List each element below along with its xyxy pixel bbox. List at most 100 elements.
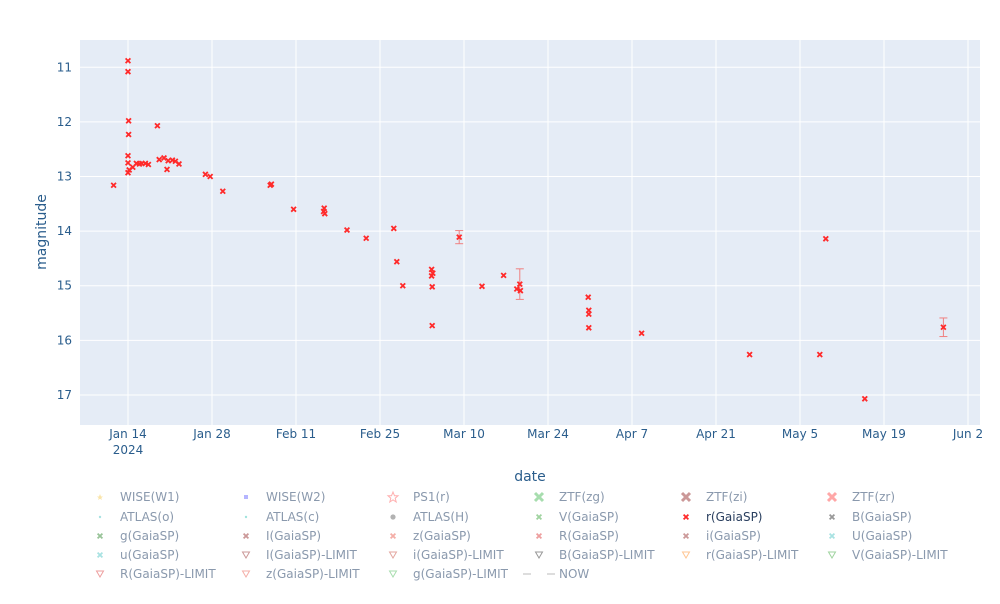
point-marker [861, 395, 868, 402]
legend-label: ATLAS(o) [120, 510, 174, 524]
legend-symbol-icon [681, 551, 691, 559]
point-marker [585, 294, 592, 301]
x-mark-icon [682, 532, 690, 540]
legend-label: r(GaiaSP)-LIMIT [706, 548, 799, 562]
legend-symbol-icon [386, 490, 400, 504]
legend-symbol-icon [388, 551, 398, 559]
legend-item: z(GaiaSP) [389, 529, 471, 543]
data-point [822, 235, 829, 242]
triangle-down-icon [827, 551, 837, 559]
y-tick-label: 14 [57, 224, 72, 238]
x-tick-label: May 19 [862, 427, 906, 441]
legend-item: ATLAS(o) [98, 510, 174, 524]
data-point [517, 287, 524, 294]
data-point [638, 330, 645, 337]
legend-item: z(GaiaSP)-LIMIT [241, 567, 360, 581]
legend-item: ZTF(zi) [680, 490, 747, 504]
legend-label: I(GaiaSP)-LIMIT [266, 548, 358, 562]
point-marker [110, 182, 117, 189]
legend-symbol-icon [244, 495, 248, 499]
point-marker [202, 171, 209, 178]
star-outline-icon [386, 490, 400, 504]
point-marker [207, 173, 214, 180]
point-marker [429, 283, 436, 290]
data-point [124, 152, 132, 159]
data-point [513, 285, 520, 293]
data-point [428, 266, 435, 273]
point-marker [154, 122, 161, 129]
data-point [156, 156, 163, 163]
point-marker [746, 351, 753, 358]
data-point [154, 122, 161, 129]
data-point [268, 181, 275, 188]
data-point [861, 395, 868, 402]
point-marker [940, 324, 947, 331]
x-tick-year-label: 2024 [113, 443, 144, 457]
x-thick-icon [680, 491, 692, 503]
x-tick-label: Jan 28 [192, 427, 231, 441]
point-marker [145, 161, 152, 168]
legend-symbol-icon [828, 513, 836, 521]
data-point [124, 57, 132, 64]
legend-item: B(GaiaSP) [828, 510, 912, 524]
legend-item: NOW [523, 567, 589, 581]
legend-label: WISE(W1) [120, 490, 179, 504]
legend-item: WISE(W2) [244, 490, 325, 504]
legend-symbol-icon [535, 532, 543, 540]
point-marker [517, 287, 524, 294]
point-marker [585, 311, 592, 318]
data-point [124, 169, 132, 176]
legend-label: R(GaiaSP)-LIMIT [120, 567, 216, 581]
legend-item: R(GaiaSP) [535, 529, 619, 543]
point-marker [124, 152, 132, 159]
legend-item: B(GaiaSP)-LIMIT [534, 548, 655, 562]
grid-lines [80, 40, 980, 425]
data-point [175, 160, 183, 168]
x-tick-label: May 5 [782, 427, 818, 441]
plot-background [80, 40, 980, 425]
legend-item: g(GaiaSP) [96, 529, 179, 543]
point-marker [585, 324, 592, 331]
legend-label: u(GaiaSP) [120, 548, 179, 562]
legend-item: ZTF(zg) [533, 490, 605, 504]
data-point [515, 268, 524, 300]
legend-symbol-icon [827, 551, 837, 559]
x-mark-icon [96, 532, 104, 540]
point-marker [822, 235, 829, 242]
legend-item: u(GaiaSP) [96, 548, 179, 562]
point-marker [393, 258, 400, 265]
y-tick-label: 15 [57, 279, 72, 293]
y-tick-label: 11 [57, 60, 72, 74]
data-point [363, 235, 370, 242]
point-marker [456, 234, 463, 241]
x-axis-label: date [514, 469, 546, 485]
point-marker [219, 188, 226, 195]
x-tick-label: Jan 14 [108, 427, 147, 441]
dot-icon [244, 515, 248, 519]
legend-label: z(GaiaSP) [413, 529, 471, 543]
point-marker [516, 281, 523, 288]
legend-item: g(GaiaSP)-LIMIT [388, 567, 509, 581]
legend-symbol-icon [244, 515, 248, 519]
point-marker [390, 225, 397, 232]
legend-symbol-icon [533, 491, 545, 503]
data-point [428, 272, 435, 279]
x-mark-icon [242, 532, 250, 540]
legend-label: i(GaiaSP)-LIMIT [413, 548, 504, 562]
point-marker [160, 154, 168, 161]
point-marker [124, 57, 132, 64]
point-marker [363, 235, 370, 242]
legend-item: i(GaiaSP)-LIMIT [388, 548, 504, 562]
data-point [393, 258, 400, 265]
legend-item: ATLAS(c) [244, 510, 319, 524]
point-marker [175, 160, 183, 168]
legend-symbol-icon [682, 532, 690, 540]
triangle-down-icon [241, 570, 251, 578]
point-marker [429, 322, 436, 329]
legend-label: ATLAS(c) [266, 510, 319, 524]
legend-item: V(GaiaSP) [535, 510, 619, 524]
data-point [939, 317, 948, 338]
x-mark-icon [828, 532, 836, 540]
data-point [321, 210, 328, 217]
